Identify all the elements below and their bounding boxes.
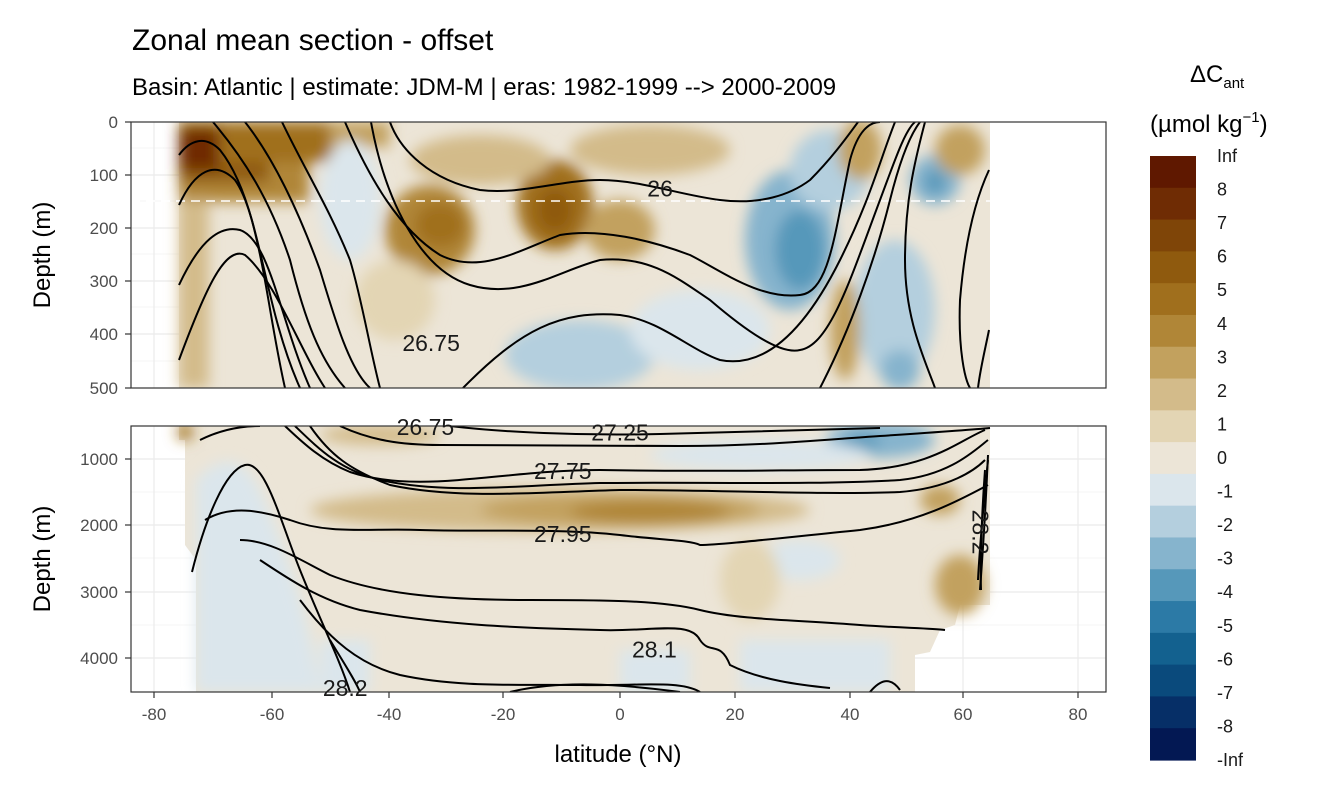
upper-isopycnals xyxy=(178,122,990,388)
legend-key-16 xyxy=(1150,664,1196,698)
x-tick-minus-40: -40 xyxy=(377,705,402,724)
legend-label-5: 4 xyxy=(1217,314,1227,334)
legend-label-12: -3 xyxy=(1217,549,1233,569)
y-tick-2000: 2000 xyxy=(80,516,118,535)
lower-y-ticks: 1000 2000 3000 4000 xyxy=(80,450,131,668)
legend-key-17 xyxy=(1150,696,1196,729)
x-tick-0: 0 xyxy=(615,705,624,724)
legend-key-1 xyxy=(1150,187,1196,221)
contour-label-5: 27.95 xyxy=(534,521,592,547)
contour-label-0: 26 xyxy=(647,176,673,202)
upper-y-ticks: 0 100 200 300 400 500 xyxy=(90,113,131,398)
legend-key-15 xyxy=(1150,632,1196,666)
legend-label-7: 2 xyxy=(1217,381,1227,401)
legend-labels: Inf 8 7 6 5 4 3 2 1 0 -1 -2 -3 -4 -5 -6 -7 -8 -Inf xyxy=(1217,146,1244,770)
lower-field xyxy=(177,426,991,692)
upper-y-axis-title: Depth (m) xyxy=(29,202,56,309)
y-tick-4000: 4000 xyxy=(80,649,118,668)
lower-panel-border xyxy=(130,425,1107,693)
contour-label-6: 28.1 xyxy=(632,636,677,662)
y-tick-3000: 3000 xyxy=(80,583,118,602)
lower-isopycnals xyxy=(191,426,991,692)
legend-key-0 xyxy=(1150,156,1196,189)
legend-key-6 xyxy=(1150,346,1196,380)
y-tick-200: 200 xyxy=(90,219,118,238)
legend-label-6: 3 xyxy=(1217,347,1227,367)
legend-label-14: -5 xyxy=(1217,616,1233,636)
legend-label-8: 1 xyxy=(1217,414,1227,434)
legend-label-13: -4 xyxy=(1217,582,1233,602)
legend-key-11 xyxy=(1150,505,1196,539)
y-tick-300: 300 xyxy=(90,272,118,291)
chart-subtitle: Basin: Atlantic | estimate: JDM-M | eras… xyxy=(132,74,837,101)
legend-key-12 xyxy=(1150,537,1196,570)
contour-label-4: 27.75 xyxy=(534,458,592,484)
color-legend: ΔCant (µmol kg−1) Inf 8 7 6 5 4 3 2 1 0 -1 -2 -3 -4 -5… xyxy=(1150,61,1268,770)
chart-title: Zonal mean section - offset xyxy=(132,24,494,57)
legend-key-13 xyxy=(1150,569,1196,602)
x-tick-40: 40 xyxy=(841,705,860,724)
x-tick-minus-20: -20 xyxy=(491,705,516,724)
upper-panel-border xyxy=(130,121,1107,389)
legend-key-18 xyxy=(1150,728,1196,761)
legend-key-14 xyxy=(1150,601,1196,634)
legend-label-15: -6 xyxy=(1217,649,1233,669)
lower-y-axis-title: Depth (m) xyxy=(29,506,56,613)
legend-key-8 xyxy=(1150,410,1196,443)
y-tick-0: 0 xyxy=(109,113,118,132)
contour-labels: 26 26.75 26.75 27.25 27.75 27.95 28.1 28.2 28.2 xyxy=(323,176,994,701)
legend-label-1: 8 xyxy=(1217,180,1227,200)
y-tick-500: 500 xyxy=(90,379,118,398)
lower-panel: 1000 2000 3000 4000 Depth (m) xyxy=(29,425,1107,693)
contour-label-1: 26.75 xyxy=(402,330,460,356)
legend-label-18: -Inf xyxy=(1217,750,1244,770)
x-tick-80: 80 xyxy=(1069,705,1088,724)
legend-label-0: Inf xyxy=(1217,146,1238,166)
y-tick-400: 400 xyxy=(90,325,118,344)
legend-unit: (µmol kg−1) xyxy=(1150,109,1268,138)
contour-label-3: 27.25 xyxy=(591,420,649,446)
legend-label-3: 6 xyxy=(1217,247,1227,267)
contour-label-7: 28.2 xyxy=(323,675,368,701)
x-tick-60: 60 xyxy=(954,705,973,724)
upper-field xyxy=(131,122,1106,388)
legend-key-2 xyxy=(1150,219,1196,252)
x-axis: -80 -60 -40 -20 0 20 40 60 80 latitude (… xyxy=(142,692,1088,768)
upper-panel: 0 100 200 300 400 500 Depth (m) xyxy=(29,113,1107,398)
y-tick-1000: 1000 xyxy=(80,450,118,469)
legend-title: ΔCant xyxy=(1190,61,1245,92)
x-tick-20: 20 xyxy=(726,705,745,724)
contour-label-8: 28.2 xyxy=(968,510,994,555)
legend-key-10 xyxy=(1150,473,1196,507)
legend-key-4 xyxy=(1150,283,1196,316)
contour-label-2: 26.75 xyxy=(397,414,455,440)
legend-key-9 xyxy=(1150,442,1196,475)
x-tick-minus-60: -60 xyxy=(260,705,285,724)
legend-label-11: -2 xyxy=(1217,515,1233,535)
legend-label-17: -8 xyxy=(1217,716,1233,736)
y-tick-100: 100 xyxy=(90,166,118,185)
legend-label-4: 5 xyxy=(1217,280,1227,300)
legend-color-keys xyxy=(1150,156,1196,761)
legend-key-3 xyxy=(1150,251,1196,284)
x-tick-minus-80: -80 xyxy=(142,705,167,724)
legend-label-2: 7 xyxy=(1217,213,1227,233)
legend-label-16: -7 xyxy=(1217,683,1233,703)
x-axis-title: latitude (°N) xyxy=(555,741,682,768)
legend-label-10: -1 xyxy=(1217,482,1233,502)
legend-label-9: 0 xyxy=(1217,448,1227,468)
legend-key-5 xyxy=(1150,314,1196,348)
legend-key-7 xyxy=(1150,378,1196,411)
